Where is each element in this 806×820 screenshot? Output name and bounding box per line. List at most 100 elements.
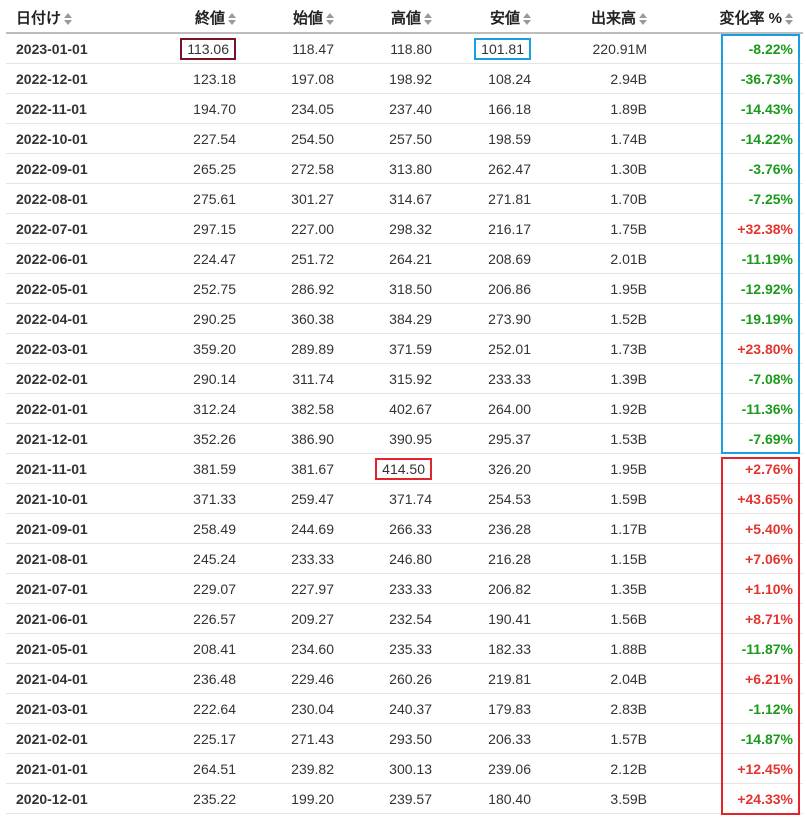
cell-date: 2021-12-01 — [6, 423, 156, 454]
table-row: 2021-08-01 245.24 233.33 246.80 216.28 1.15B +… — [6, 543, 803, 574]
cell-volume: 1.88B — [541, 633, 657, 664]
header-change-label: 変化率 % — [719, 9, 782, 27]
cell-low: 208.69 — [442, 243, 541, 274]
cell-date-value: 2022-02-01 — [16, 370, 88, 387]
cell-volume-value: 1.17B — [610, 520, 647, 537]
cell-date: 2022-09-01 — [6, 153, 156, 184]
cell-high-value: 232.54 — [389, 610, 432, 627]
table-row: 2021-02-01 225.17 271.43 293.50 206.33 1.57B -… — [6, 723, 803, 754]
cell-close: 371.33 — [156, 483, 246, 514]
header-open[interactable]: 始値 — [246, 2, 344, 34]
cell-volume-value: 1.74B — [610, 130, 647, 147]
cell-date: 2022-11-01 — [6, 93, 156, 124]
table-row: 2022-05-01 252.75 286.92 318.50 206.86 1.95B -… — [6, 273, 803, 304]
historical-data-table: 日付け 終値 始値 高値 安値 出来高 変化率 % 2023-01-01 113.… — [6, 2, 803, 814]
cell-close: 252.75 — [156, 273, 246, 304]
sort-arrows-icon[interactable] — [228, 12, 236, 25]
sort-arrows-icon[interactable] — [64, 12, 73, 25]
cell-high: 293.50 — [344, 723, 442, 754]
cell-high-value: 246.80 — [389, 550, 432, 567]
header-high[interactable]: 高値 — [344, 2, 442, 34]
cell-change-value: -1.12% — [748, 700, 793, 717]
cell-high-value: 240.37 — [389, 700, 432, 717]
cell-open-value: 239.82 — [291, 760, 334, 777]
cell-date-value: 2022-06-01 — [16, 250, 88, 267]
cell-open-value: 360.38 — [291, 310, 334, 327]
cell-close-value: 264.51 — [193, 760, 236, 777]
cell-low: 254.53 — [442, 483, 541, 514]
cell-low: 108.24 — [442, 63, 541, 94]
cell-close-value: 252.75 — [193, 280, 236, 297]
cell-close-value: 312.24 — [193, 400, 236, 417]
cell-low: 101.81 — [442, 33, 541, 64]
header-close[interactable]: 終値 — [156, 2, 246, 34]
cell-change: +2.76% — [657, 453, 803, 484]
cell-low: 252.01 — [442, 333, 541, 364]
cell-volume: 3.59B — [541, 783, 657, 814]
cell-change-value: +12.45% — [737, 760, 793, 777]
cell-volume: 1.53B — [541, 423, 657, 454]
header-volume[interactable]: 出来高 — [541, 2, 657, 34]
cell-volume: 2.94B — [541, 63, 657, 94]
table-row: 2022-10-01 227.54 254.50 257.50 198.59 1.74B -… — [6, 123, 803, 154]
cell-change-value: +23.80% — [737, 340, 793, 357]
header-open-label: 始値 — [292, 9, 323, 27]
cell-date: 2021-04-01 — [6, 663, 156, 694]
cell-change: +12.45% — [657, 753, 803, 784]
cell-high: 300.13 — [344, 753, 442, 784]
cell-open-value: 311.74 — [292, 370, 334, 387]
cell-high: 232.54 — [344, 603, 442, 634]
cell-open: 229.46 — [246, 663, 344, 694]
cell-change: +32.38% — [657, 213, 803, 244]
header-date[interactable]: 日付け — [6, 2, 156, 34]
cell-change-value: +1.10% — [745, 580, 793, 597]
cell-volume: 1.57B — [541, 723, 657, 754]
cell-date-value: 2021-02-01 — [16, 730, 88, 747]
cell-volume: 1.35B — [541, 573, 657, 604]
cell-close-value: 290.14 — [193, 370, 236, 387]
cell-open: 271.43 — [246, 723, 344, 754]
cell-change: -14.22% — [657, 123, 803, 154]
header-low[interactable]: 安値 — [442, 2, 541, 34]
cell-high-value: 239.57 — [389, 790, 432, 807]
cell-volume-value: 1.57B — [610, 730, 647, 747]
cell-close: 194.70 — [156, 93, 246, 124]
sort-arrows-icon[interactable] — [639, 12, 647, 25]
sort-arrows-icon[interactable] — [326, 12, 334, 25]
cell-close: 359.20 — [156, 333, 246, 364]
cell-volume-value: 1.92B — [610, 400, 647, 417]
cell-low-value: 208.69 — [488, 250, 531, 267]
cell-volume: 2.04B — [541, 663, 657, 694]
cell-date-value: 2021-04-01 — [16, 670, 88, 687]
cell-date: 2021-07-01 — [6, 573, 156, 604]
cell-volume-value: 2.94B — [610, 70, 647, 87]
cell-change-value: +24.33% — [737, 790, 793, 807]
cell-date-value: 2022-09-01 — [16, 160, 88, 177]
cell-volume-value: 220.91M — [592, 40, 647, 57]
cell-high-value: 235.33 — [389, 640, 432, 657]
cell-open-value: 251.72 — [291, 250, 334, 267]
cell-open-value: 386.90 — [291, 430, 334, 447]
cell-date-value: 2021-05-01 — [16, 640, 88, 657]
table-row: 2021-11-01 381.59 381.67 414.50 326.20 1.95B +… — [6, 453, 803, 484]
sort-arrows-icon[interactable] — [424, 12, 432, 25]
cell-open-value: 259.47 — [291, 490, 334, 507]
cell-high-value: 257.50 — [389, 130, 432, 147]
cell-close: 245.24 — [156, 543, 246, 574]
table-row: 2022-11-01 194.70 234.05 237.40 166.18 1.89B -… — [6, 93, 803, 124]
cell-open-value: 382.58 — [291, 400, 334, 417]
header-change[interactable]: 変化率 % — [657, 2, 803, 34]
cell-change: +43.65% — [657, 483, 803, 514]
cell-high: 260.26 — [344, 663, 442, 694]
sort-arrows-icon[interactable] — [523, 12, 531, 25]
cell-low: 206.33 — [442, 723, 541, 754]
sort-arrows-icon[interactable] — [785, 12, 793, 25]
cell-high: 264.21 — [344, 243, 442, 274]
cell-change: +24.33% — [657, 783, 803, 814]
cell-volume: 1.70B — [541, 183, 657, 214]
cell-change-value: -14.87% — [740, 730, 793, 747]
cell-volume: 2.01B — [541, 243, 657, 274]
cell-close-value: 359.20 — [193, 340, 236, 357]
cell-date: 2022-04-01 — [6, 303, 156, 334]
cell-change-value: -19.19% — [740, 310, 793, 327]
